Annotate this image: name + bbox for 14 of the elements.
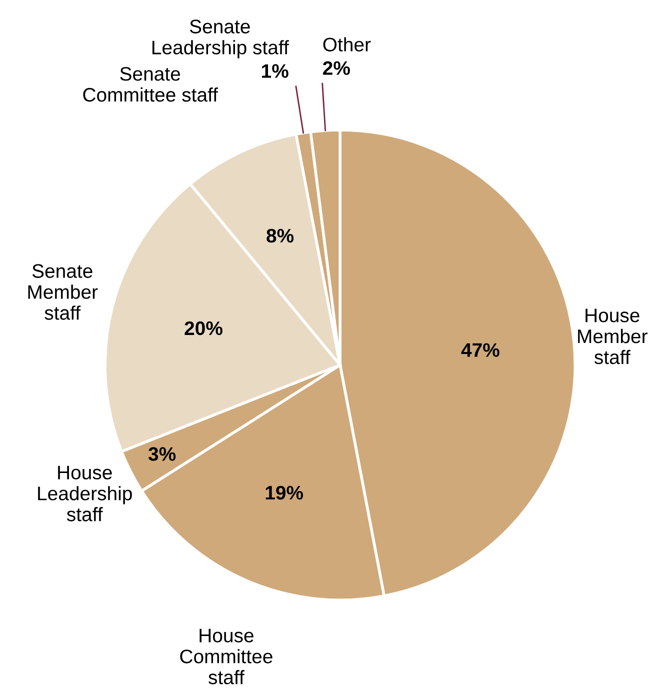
slice-label: House Leadership staff bbox=[38, 466, 132, 522]
slice-label: House Member staff bbox=[578, 308, 648, 364]
slice-label: Senate Leadership staff bbox=[152, 20, 289, 58]
slice-label: House Committee staff bbox=[180, 628, 272, 684]
slice-label: Senate Member staff bbox=[28, 264, 98, 320]
data-label: 3% bbox=[148, 447, 176, 461]
slice-label: Senate Committee staff bbox=[83, 66, 218, 102]
data-label: 1% bbox=[262, 64, 288, 78]
data-label: 19% bbox=[266, 486, 304, 500]
slice-label: Other bbox=[323, 37, 371, 52]
data-label: 2% bbox=[323, 61, 350, 75]
data-label: 47% bbox=[461, 343, 500, 357]
data-label: 20% bbox=[184, 321, 222, 336]
data-label: 8% bbox=[266, 228, 294, 243]
